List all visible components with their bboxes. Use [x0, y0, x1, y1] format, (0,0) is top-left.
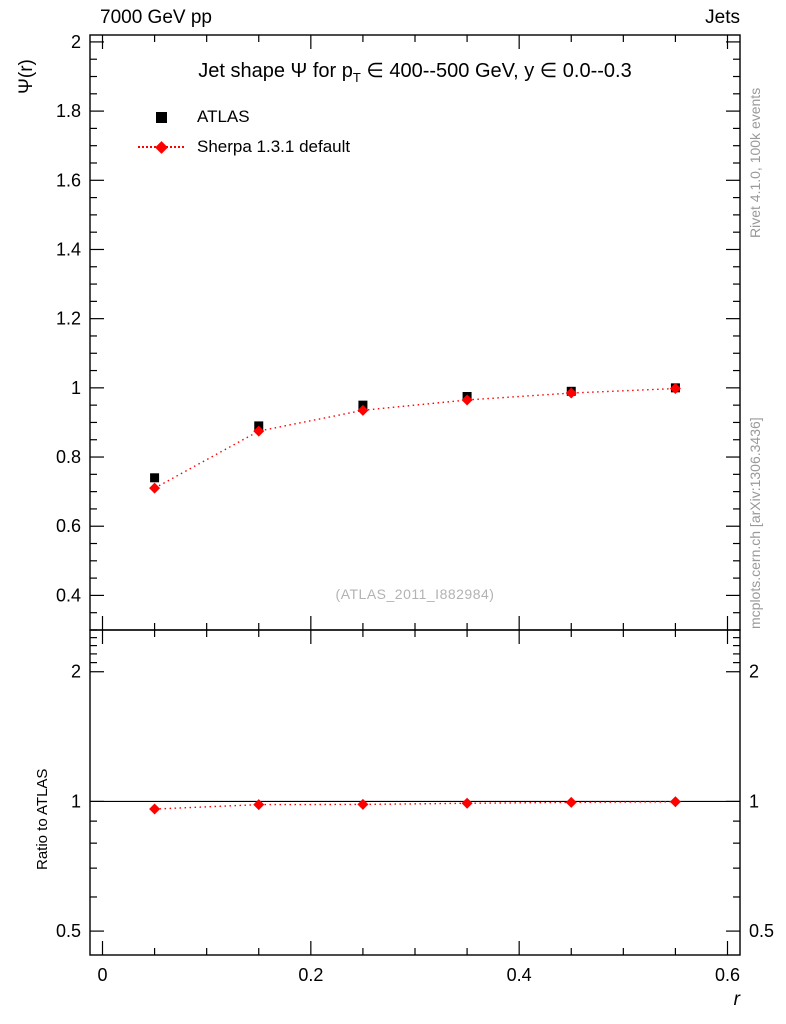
- legend-label-atlas: ATLAS: [197, 107, 250, 126]
- svg-text:0.5: 0.5: [56, 921, 81, 941]
- svg-text:0: 0: [97, 965, 107, 985]
- svg-text:0.5: 0.5: [749, 921, 774, 941]
- plot-title-post: ∈ 400--500 GeV, y ∈ 0.0--0.3: [360, 60, 632, 82]
- svg-text:0.6: 0.6: [715, 965, 740, 985]
- legend-label-sherpa: Sherpa 1.3.1 default: [197, 137, 351, 156]
- svg-text:1.8: 1.8: [56, 101, 81, 121]
- svg-text:1: 1: [71, 791, 81, 811]
- svg-text:1.4: 1.4: [56, 239, 81, 259]
- mcplots-arxiv-label: mcplots.cern.ch [arXiv:1306.3436]: [747, 417, 763, 629]
- y-axis-label-main: Ψ(r): [16, 59, 37, 94]
- legend-item-atlas: ATLAS: [138, 102, 350, 132]
- svg-text:2: 2: [749, 662, 759, 682]
- svg-text:0.4: 0.4: [56, 585, 81, 605]
- svg-text:1: 1: [71, 378, 81, 398]
- legend: ATLAS Sherpa 1.3.1 default: [138, 102, 350, 162]
- svg-text:0.2: 0.2: [298, 965, 323, 985]
- svg-text:0.8: 0.8: [56, 447, 81, 467]
- svg-text:1.6: 1.6: [56, 170, 81, 190]
- legend-item-sherpa: Sherpa 1.3.1 default: [138, 132, 350, 162]
- analysis-watermark: (ATLAS_2011_I882984): [335, 586, 495, 602]
- plot-title-sub: T: [352, 70, 361, 85]
- plot-title-pre: Jet shape Ψ for p: [198, 60, 353, 82]
- y-axis-label-ratio: Ratio to ATLAS: [34, 768, 51, 870]
- svg-text:2: 2: [71, 662, 81, 682]
- rivet-version-label: Rivet 4.1.0, 100k events: [747, 87, 763, 238]
- plot-title: Jet shape Ψ for pT ∈ 400--500 GeV, y ∈ 0…: [95, 58, 735, 85]
- svg-text:1: 1: [749, 791, 759, 811]
- beam-energy-label: 7000 GeV pp: [100, 7, 212, 28]
- svg-text:1.2: 1.2: [56, 309, 81, 329]
- svg-text:0.6: 0.6: [56, 516, 81, 536]
- svg-text:2: 2: [71, 32, 81, 52]
- atlas-square-marker-icon: [138, 109, 184, 125]
- process-label: Jets: [705, 7, 740, 28]
- svg-text:0.4: 0.4: [507, 965, 532, 985]
- sherpa-diamond-marker-icon: [138, 139, 184, 155]
- x-axis-label: r: [733, 989, 740, 1010]
